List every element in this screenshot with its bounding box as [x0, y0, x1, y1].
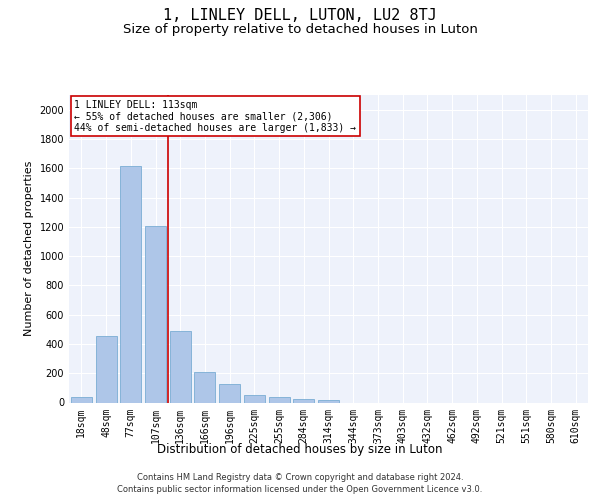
Bar [145, 226, 166, 402]
Text: Contains HM Land Registry data © Crown copyright and database right 2024.: Contains HM Land Registry data © Crown c… [137, 472, 463, 482]
Bar [170, 331, 191, 402]
Bar [120, 166, 141, 402]
Bar [318, 400, 339, 402]
Bar [219, 384, 240, 402]
Text: Size of property relative to detached houses in Luton: Size of property relative to detached ho… [122, 22, 478, 36]
Y-axis label: Number of detached properties: Number of detached properties [24, 161, 34, 336]
Bar [293, 399, 314, 402]
Text: 1, LINLEY DELL, LUTON, LU2 8TJ: 1, LINLEY DELL, LUTON, LU2 8TJ [163, 8, 437, 22]
Bar [71, 396, 92, 402]
Text: Contains public sector information licensed under the Open Government Licence v3: Contains public sector information licen… [118, 485, 482, 494]
Text: Distribution of detached houses by size in Luton: Distribution of detached houses by size … [157, 442, 443, 456]
Bar [269, 396, 290, 402]
Text: 1 LINLEY DELL: 113sqm
← 55% of detached houses are smaller (2,306)
44% of semi-d: 1 LINLEY DELL: 113sqm ← 55% of detached … [74, 100, 356, 133]
Bar [95, 336, 116, 402]
Bar [194, 372, 215, 402]
Bar [244, 395, 265, 402]
